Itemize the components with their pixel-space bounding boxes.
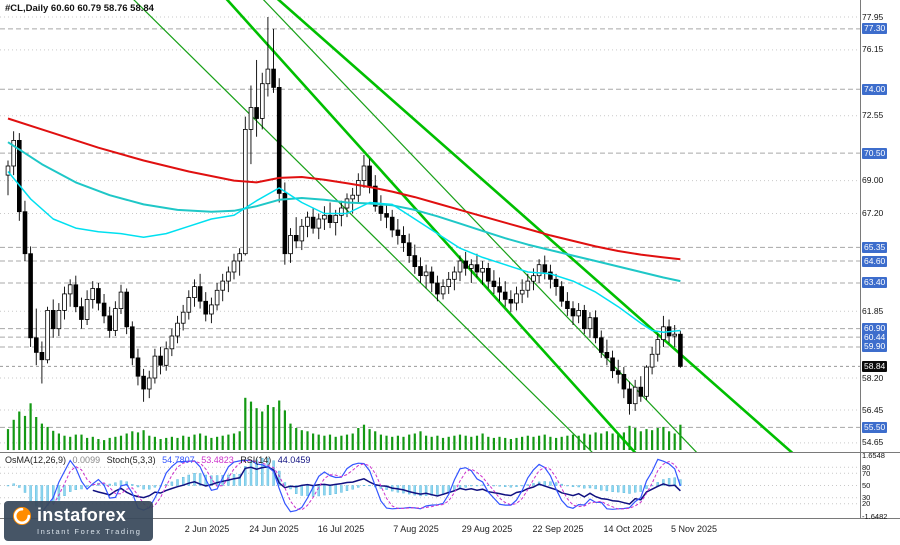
indicator-axis-label: 1.6548 [862, 450, 885, 460]
date-label: 14 Oct 2025 [603, 524, 653, 534]
price-axis-label: 77.95 [862, 11, 884, 22]
price-axis-label: 76.15 [862, 44, 884, 55]
price-axis-label: 61.85 [862, 305, 884, 316]
indicator-axis-label: 20 [862, 499, 871, 509]
time-axis[interactable]: 2 Jun 2025 24 Jun 2025 16 Jul 2025 7 Aug 20… [0, 521, 860, 539]
stoch-label: Stoch(5,3,3) [106, 455, 156, 465]
symbol-ohlc-readout: #CL,Daily 60.60 60.79 58.76 58.84 [5, 3, 154, 14]
date-label: 16 Jul 2025 [317, 524, 365, 534]
date-label: 22 Sep 2025 [532, 524, 584, 534]
price-axis-label: 69.00 [862, 175, 884, 186]
price-axis-label: 59.90 [862, 341, 888, 353]
instaforex-logo: instaforex Instant Forex Trading [4, 501, 154, 541]
price-axis-label: 58.20 [862, 372, 884, 383]
price-axis-label: 64.60 [862, 255, 888, 267]
stoch-value-main: 54.7807 [162, 455, 195, 465]
stoch-value-signal: 53.4823 [201, 455, 234, 465]
price-axis-label: 67.20 [862, 208, 884, 218]
indicator-axis-label: 80 [862, 462, 871, 472]
rsi-label: RSI(14) [240, 455, 272, 465]
osma-value: 0.0099 [72, 455, 101, 465]
date-label: 24 Jun 2025 [249, 524, 299, 534]
price-axis-label: 56.45 [862, 404, 884, 415]
instaforex-icon [12, 506, 32, 526]
price-axis-label: 77.30 [862, 23, 888, 35]
indicator-axis-label: 70 [862, 468, 871, 478]
price-axis-label: 65.35 [862, 241, 888, 253]
date-label: 2 Jun 2025 [184, 524, 230, 534]
price-axis-label: 63.40 [862, 277, 888, 289]
current-price-label: 58.84 [862, 360, 888, 372]
price-axis-label: 54.65 [862, 437, 884, 448]
indicator-axis-label: 50 [862, 481, 871, 490]
osma-label: OsMA(12,26,9) [5, 455, 67, 465]
price-axis-label: 72.55 [862, 110, 884, 121]
price-axis-label: 70.50 [862, 147, 888, 159]
date-label: 5 Nov 2025 [670, 524, 718, 534]
price-axis-label: 74.00 [862, 83, 888, 95]
indicator-axis-label: -1.6482 [862, 511, 888, 521]
indicator-axis-label: 30 [862, 493, 871, 503]
brand-name: instaforex [37, 505, 127, 525]
brand-tagline: Instant Forex Trading [37, 527, 142, 536]
date-label: 7 Aug 2025 [393, 524, 439, 534]
price-axis-label: 60.90 [862, 323, 888, 335]
price-axis-label: 60.44 [862, 331, 888, 343]
price-axis[interactable]: 77.95 77.30 76.15 74.00 72.55 70.50 69.00 67.20… [861, 0, 900, 521]
rsi-value: 44.0459 [277, 455, 311, 465]
indicator-readout: OsMA(12,26,9) 0.0099 Stoch(5,3,3) 54.780… [5, 455, 314, 465]
price-axis-label: 55.50 [862, 421, 888, 433]
date-label: 29 Aug 2025 [461, 524, 513, 534]
